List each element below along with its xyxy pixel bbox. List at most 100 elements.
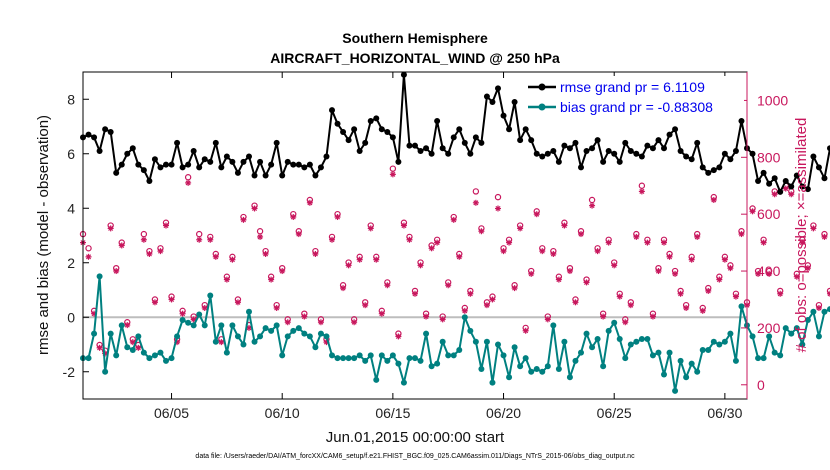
bias-point [677,357,684,364]
obs-assimilated-point [85,253,92,260]
obs-possible-point [826,287,830,295]
obs-assimilated-point [378,310,385,317]
bias-point [257,333,264,340]
bias-point [212,338,219,345]
obs-assimilated-point [578,231,584,238]
rmse-point [594,137,601,144]
bias-point [400,379,407,386]
obs-assimilated-point [672,270,679,277]
obs-assimilated-point [495,205,501,212]
bias-point [705,346,712,353]
obs-assimilated-point [550,250,557,257]
legend-rmse-marker [538,83,546,91]
y-tick-label: -2 [63,364,76,380]
bias-point [566,374,573,381]
rmse-point [140,167,147,174]
bias-point [810,308,817,315]
obs-assimilated-point [373,256,380,263]
bias-point [611,319,618,326]
obs-assimilated-point [732,293,739,300]
bias-point [96,273,103,280]
obs-assimilated-point [113,268,120,275]
rmse-point [760,169,767,176]
obs-assimilated-point [290,214,297,221]
rmse-point [539,153,546,160]
bias-point [544,363,551,370]
bias-point [555,366,562,373]
obs-assimilated-point [727,265,734,272]
obs-assimilated-point [821,233,828,240]
bias-point [605,327,612,334]
bias-point [207,292,214,299]
bias-point [821,308,828,315]
bias-point [146,355,153,362]
rmse-point [362,139,369,146]
bias-point [135,333,142,340]
rmse-point [102,126,109,133]
rmse-point [732,148,739,155]
bias-point [578,349,584,356]
bias-point [467,327,474,334]
bias-point [561,338,568,345]
rmse-point [124,150,131,157]
plot-frame [82,71,748,400]
obs-assimilated-point [533,211,540,218]
rmse-point [649,145,656,152]
rmse-point [506,126,513,133]
bias-point [755,355,762,362]
bias-point [478,366,485,373]
bias-point [622,355,629,362]
bias-point [782,325,789,332]
obs-possible-point [472,188,480,195]
obs-assimilated-point [229,256,236,263]
obs-assimilated-point [389,171,396,178]
obs-assimilated-point [240,216,247,223]
y-axis-label: rmse and bias (model - observation) [35,115,52,355]
rmse-point [163,161,169,168]
rmse-point [578,164,584,171]
rmse-series [80,71,830,195]
rmse-point [616,158,623,165]
rmse-point [771,175,778,182]
rmse-point [555,158,562,165]
rmse-point [572,139,579,146]
x-tick-label: 06/25 [597,405,632,421]
bias-point [616,336,623,343]
bias-point [489,379,496,386]
bias-point [472,338,479,345]
bias-point [710,338,717,345]
bias-point [533,366,540,373]
obs-assimilated-point [218,339,225,346]
bias-point [699,346,706,353]
bias-point [672,387,679,394]
bias-point [793,325,800,332]
y-tick-label: 4 [67,200,75,216]
data-file-footnote: data file: /Users/raeder/DAI/ATM_forcXX/… [195,453,635,460]
bias-point [389,352,396,359]
bias-point [506,374,513,381]
bias-point [644,336,651,343]
rmse-point [434,118,441,125]
obs-assimilated-point [517,225,524,232]
bias-point [129,346,136,353]
rmse-point [174,139,181,146]
rmse-point [478,139,485,146]
bias-point [279,352,286,359]
rmse-point [561,142,568,149]
bias-point [417,357,424,364]
obs-assimilated-point [234,299,241,306]
rmse-point [312,172,319,179]
bias-point [627,341,634,348]
bias-point [727,330,734,337]
obs-assimilated-point [96,344,103,351]
rmse-point [207,158,214,165]
bias-point [495,341,501,348]
obs-assimilated-point [417,262,424,269]
obs-assimilated-point [423,313,430,320]
obs-assimilated-point [351,319,358,326]
obs-assimilated-point [500,248,507,255]
bias-point [550,322,557,329]
obs-assimilated-point [788,191,795,198]
rmse-point [428,150,435,157]
